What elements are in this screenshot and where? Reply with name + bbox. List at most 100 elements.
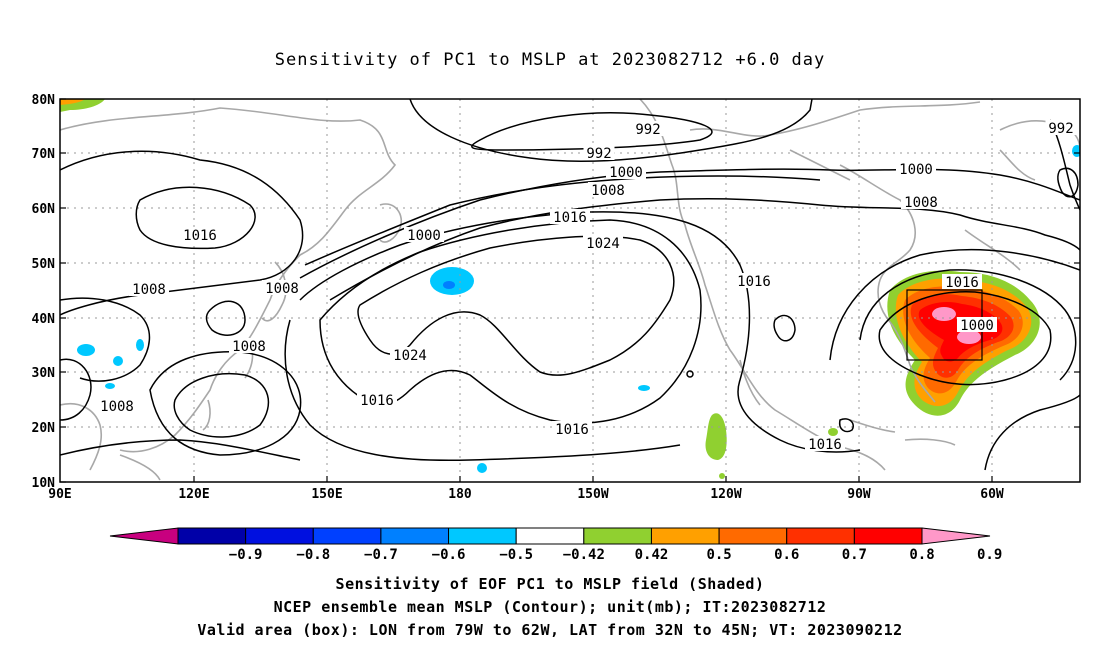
colorbar-segment xyxy=(718,527,788,545)
contour-label: 1016 xyxy=(737,274,771,290)
colorbar-label: −0.42 xyxy=(563,547,605,563)
lon-tick-label: 180 xyxy=(448,487,472,502)
contour-label: 1000 xyxy=(407,228,441,244)
colorbar-label: 0.42 xyxy=(635,547,669,563)
contour-labels: 992 992 992 1000 1000 1000 1008 1008 1008 1008 100… xyxy=(97,120,1077,453)
positive-sensitivity-peak xyxy=(932,307,956,321)
contour-label-bg xyxy=(942,274,982,289)
contour-label: 1008 xyxy=(232,339,266,355)
lat-tick-label: 40N xyxy=(32,312,56,327)
contour-label: 1016 xyxy=(945,275,979,291)
positive-sensitivity-region xyxy=(828,428,838,436)
colorbar-label: −0.7 xyxy=(364,547,398,563)
colorbar-segment xyxy=(380,527,450,545)
contour-label: 1016 xyxy=(808,437,842,453)
lon-tick-label: 90E xyxy=(48,487,71,502)
contour-label-bg xyxy=(805,436,845,451)
caption-contour: NCEP ensemble mean MSLP (Contour); unit(… xyxy=(273,598,827,616)
colorbar-label: −0.6 xyxy=(432,547,466,563)
contour-label-bg xyxy=(404,227,444,242)
colorbar-segment xyxy=(245,527,314,545)
contour-label-bg xyxy=(97,398,137,413)
contour-label: 1024 xyxy=(586,236,620,252)
colorbar-label: 0.9 xyxy=(977,547,1002,563)
contour-label-bg xyxy=(588,182,628,197)
lon-tick-label: 120E xyxy=(178,487,209,502)
contour-label-bg xyxy=(583,235,623,250)
colorbar-segment xyxy=(515,527,585,545)
colorbar-segment xyxy=(921,527,991,545)
caption-shading: Sensitivity of EOF PC1 to MSLP field (Sh… xyxy=(335,575,765,593)
contour-label: 992 xyxy=(586,146,611,162)
colorbar-segment xyxy=(109,527,179,545)
contour-label-bg xyxy=(901,194,941,209)
lat-tick-label: 20N xyxy=(32,421,56,436)
colorbar-label: 0.5 xyxy=(706,547,731,563)
negative-sensitivity-region xyxy=(136,339,144,351)
contour-label: 992 xyxy=(1048,121,1073,137)
contour-label: 1016 xyxy=(360,393,394,409)
contour-label-bg xyxy=(180,227,220,242)
negative-sensitivity-region xyxy=(443,281,455,289)
contour-label-bg xyxy=(957,317,997,332)
negative-sensitivity-region xyxy=(477,463,487,473)
contour-label-bg xyxy=(583,145,615,160)
contour-label: 1008 xyxy=(265,281,299,297)
contour-label: 1016 xyxy=(555,422,589,438)
contour-label: 1000 xyxy=(609,165,643,181)
contour-label: 1024 xyxy=(393,348,427,364)
contour-label: 1000 xyxy=(960,318,994,334)
contour-label: 1016 xyxy=(183,228,217,244)
colorbar-segment xyxy=(177,527,247,545)
negative-sensitivity-region xyxy=(113,356,123,366)
colorbar-segment xyxy=(853,527,923,545)
negative-sensitivity-region xyxy=(1072,145,1080,157)
lat-tick-label: 30N xyxy=(32,366,56,381)
contour-label-bg xyxy=(1045,120,1077,135)
lat-tick-label: 60N xyxy=(32,202,56,217)
caption-valid-area: Valid area (box): LON from 79W to 62W, L… xyxy=(197,621,903,639)
contour-label: 1008 xyxy=(132,282,166,298)
lat-tick-label: 80N xyxy=(32,93,56,108)
contour-label-bg xyxy=(357,392,397,407)
contour-label-bg xyxy=(129,281,169,296)
graticule xyxy=(60,99,1080,482)
contour-label-bg xyxy=(550,209,590,224)
colorbar-label: −0.8 xyxy=(296,547,330,563)
contour-label-bg xyxy=(552,421,592,436)
lat-tick-label: 70N xyxy=(32,147,56,162)
contour-label-bg xyxy=(734,273,774,288)
plot-frame xyxy=(59,98,1081,483)
negative-sensitivity-region xyxy=(77,344,95,356)
contour-label: 1016 xyxy=(553,210,587,226)
lon-tick-label: 60W xyxy=(980,487,1004,502)
colorbar-label: 0.7 xyxy=(842,547,867,563)
contour-label-bg xyxy=(632,121,664,136)
contour-label: 1008 xyxy=(100,399,134,415)
colorbar-segment xyxy=(312,527,382,545)
axis-ticks xyxy=(60,98,1080,483)
contour-label: 1000 xyxy=(899,162,933,178)
positive-sensitivity-peak xyxy=(957,330,981,344)
contour-label-bg xyxy=(229,338,269,353)
contour-label-bg xyxy=(606,164,646,179)
colorbar-label: 0.8 xyxy=(909,547,934,563)
lon-tick-label: 90W xyxy=(847,487,871,502)
contour-label-bg xyxy=(896,161,936,176)
lat-tick-label: 10N xyxy=(32,476,56,491)
positive-sensitivity-region xyxy=(719,473,725,479)
axis-labels: 80N 70N 60N 50N 40N 30N 20N 10N 90E 120E… xyxy=(32,93,1004,502)
contour-label: 992 xyxy=(635,122,660,138)
lat-tick-label: 50N xyxy=(32,257,56,272)
contour-label: 1008 xyxy=(591,183,625,199)
contour-label-bg xyxy=(262,280,302,295)
colorbar-segment xyxy=(583,527,652,545)
negative-sensitivity-region xyxy=(638,385,650,391)
colorbar-label: −0.5 xyxy=(499,547,533,563)
lon-tick-label: 150W xyxy=(577,487,608,502)
lon-tick-label: 120W xyxy=(710,487,741,502)
colorbar-segment xyxy=(448,527,517,545)
negative-sensitivity-region xyxy=(430,267,474,295)
negative-sensitivity-region xyxy=(105,383,115,389)
